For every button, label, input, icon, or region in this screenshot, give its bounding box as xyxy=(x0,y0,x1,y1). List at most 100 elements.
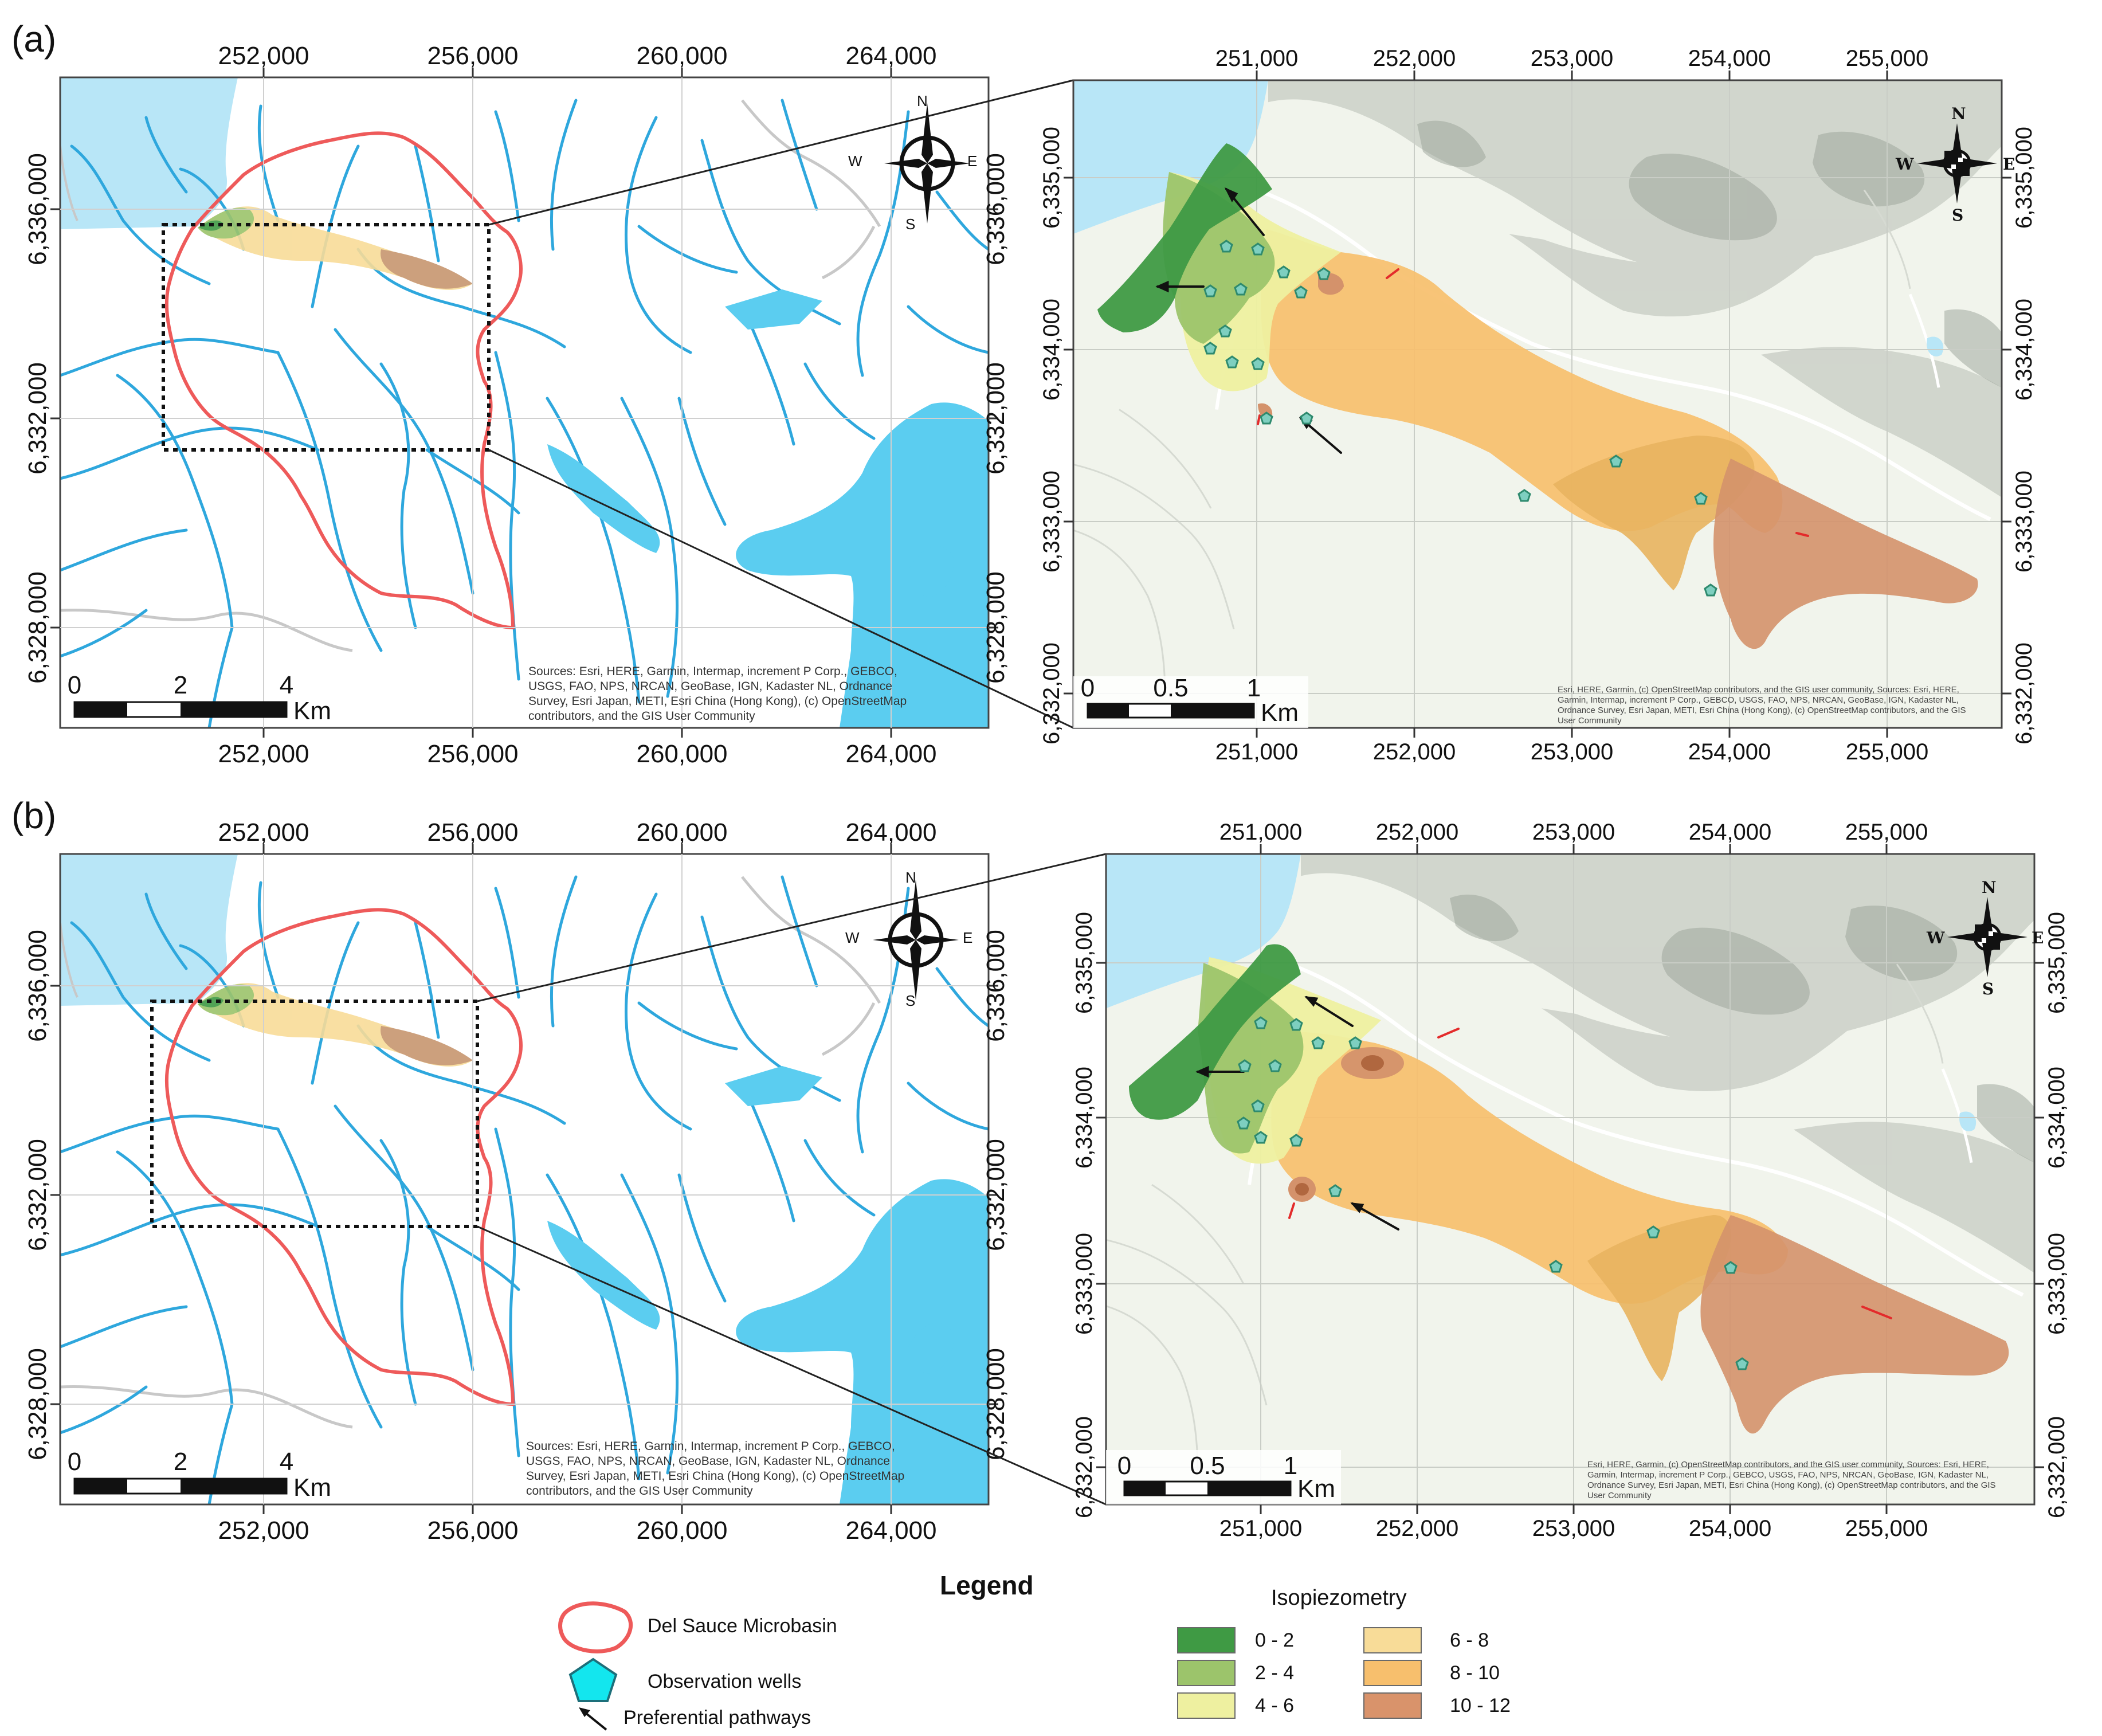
x-tick-top: 256,000 xyxy=(427,818,518,847)
x-tick-top: 260,000 xyxy=(636,818,727,847)
svg-text:0.5: 0.5 xyxy=(1190,1452,1225,1480)
x-tick-top: 252,000 xyxy=(218,818,309,847)
north-arrow-icon xyxy=(873,880,959,1000)
y-tick-left: 6,333,000 xyxy=(1039,471,1064,573)
panel-b-label: (b) xyxy=(11,795,56,836)
iso-label: 0 - 2 xyxy=(1255,1629,1294,1651)
compass-w: W xyxy=(1895,155,1914,174)
compass-w: W xyxy=(848,152,862,170)
compass-n: N xyxy=(905,869,916,886)
legend: Legend Del Sauce Microbasin Observation … xyxy=(558,1570,1511,1731)
iso-swatch xyxy=(1363,1692,1422,1719)
x-tick-bottom: 255,000 xyxy=(1845,1516,1928,1541)
x-tick-bottom: 264,000 xyxy=(845,740,936,768)
svg-text:4: 4 xyxy=(280,1448,293,1476)
north-arrow-icon xyxy=(1917,123,1997,203)
y-tick-left: 6,328,000 xyxy=(23,571,52,684)
x-tick-top: 251,000 xyxy=(1215,46,1299,71)
y-tick-left: 6,335,000 xyxy=(1072,912,1097,1014)
panel-a-detail-map: 251,000 252,000 253,000 254,000 255,000 … xyxy=(1039,46,2037,765)
pathway-arrow-icon xyxy=(579,1707,607,1731)
x-tick-top: 253,000 xyxy=(1531,46,1614,71)
x-tick-top: 264,000 xyxy=(845,42,936,70)
isopiezometry-title: Isopiezometry xyxy=(1271,1586,1407,1610)
svg-text:Km: Km xyxy=(293,697,331,725)
map-attribution: Esri, HERE, Garmin, (c) OpenStreetMap co… xyxy=(1558,685,1966,726)
basin-outline-icon xyxy=(558,1601,633,1653)
iso-label: 8 - 10 xyxy=(1450,1662,1500,1684)
svg-text:Sources: Esri, HERE, Garmin, I: Sources: Esri, HERE, Garmin, Intermap, i… xyxy=(526,1440,895,1453)
x-tick-bottom: 260,000 xyxy=(636,1516,727,1545)
x-tick-bottom: 252,000 xyxy=(218,740,309,768)
legend-title: Legend xyxy=(940,1570,1034,1600)
y-tick-right: 6,332,000 xyxy=(982,1139,1010,1251)
svg-text:Esri, HERE, Garmin, (c) OpenSt: Esri, HERE, Garmin, (c) OpenStreetMap co… xyxy=(1558,685,1959,695)
svg-text:Ordnance Survey, Esri Japan, M: Ordnance Survey, Esri Japan, METI, Esri … xyxy=(1587,1480,1996,1490)
iso-label: 2 - 4 xyxy=(1255,1662,1294,1684)
y-tick-left: 6,328,000 xyxy=(23,1348,52,1460)
well-icon xyxy=(568,1657,618,1702)
y-tick-right: 6,332,000 xyxy=(2011,642,2037,744)
y-tick-right: 6,332,000 xyxy=(982,362,1010,475)
y-tick-right: 6,333,000 xyxy=(2011,471,2037,573)
panel-a-label: (a) xyxy=(11,18,56,60)
y-tick-left: 6,332,000 xyxy=(23,362,52,475)
scale-bar: 0 2 4 Km xyxy=(68,671,331,725)
y-tick-right: 6,332,000 xyxy=(2044,1416,2069,1518)
compass-s: S xyxy=(905,215,915,233)
x-tick-top: 254,000 xyxy=(1688,46,1771,71)
svg-text:Survey, Esri Japan, METI, Esri: Survey, Esri Japan, METI, Esri China (Ho… xyxy=(526,1469,904,1483)
north-arrow-icon xyxy=(1947,897,2028,977)
legend-item-pathways: Preferential pathways xyxy=(623,1707,811,1729)
y-tick-left: 6,333,000 xyxy=(1072,1233,1097,1335)
x-tick-bottom: 260,000 xyxy=(636,740,727,768)
x-tick-top: 256,000 xyxy=(427,42,518,70)
svg-text:Garmin, Intermap, increment P: Garmin, Intermap, increment P Corp., GEB… xyxy=(1558,695,1959,705)
compass-n: N xyxy=(1951,104,1966,123)
compass-w: W xyxy=(845,929,860,946)
iso-swatch xyxy=(1177,1627,1236,1653)
map-attribution: Esri, HERE, Garmin, (c) OpenStreetMap co… xyxy=(1587,1460,1996,1500)
x-tick-bottom: 253,000 xyxy=(1532,1516,1615,1541)
panel-a-overview-map: 252,000 256,000 260,000 264,000 252,000 … xyxy=(23,42,1010,768)
x-tick-bottom: 264,000 xyxy=(845,1516,936,1545)
x-tick-top: 255,000 xyxy=(1846,46,1929,71)
y-tick-left: 6,332,000 xyxy=(1072,1416,1097,1518)
compass-e: E xyxy=(963,929,972,946)
svg-text:Km: Km xyxy=(1297,1475,1335,1503)
compass-e: E xyxy=(2003,155,2015,174)
y-tick-left: 6,332,000 xyxy=(1039,642,1064,744)
y-tick-right: 6,328,000 xyxy=(982,571,1010,684)
panel-b-detail-map: 251,000 252,000 253,000 254,000 255,000 … xyxy=(1072,820,2069,1541)
x-tick-bottom: 254,000 xyxy=(1689,1516,1772,1541)
y-tick-right: 6,336,000 xyxy=(982,153,1010,265)
compass-w: W xyxy=(1926,928,1945,947)
iso-swatch xyxy=(1363,1660,1422,1686)
compass-s: S xyxy=(905,992,915,1009)
y-tick-left: 6,332,000 xyxy=(23,1139,52,1251)
compass-s: S xyxy=(1952,206,1963,225)
scale-bar: 0 2 4 Km xyxy=(68,1448,331,1502)
x-tick-top: 251,000 xyxy=(1219,820,1303,845)
svg-text:Garmin, Intermap, increment P: Garmin, Intermap, increment P Corp., GEB… xyxy=(1587,1470,1989,1480)
compass-s: S xyxy=(1982,979,1994,998)
x-tick-bottom: 254,000 xyxy=(1688,739,1771,765)
y-tick-left: 6,336,000 xyxy=(23,930,52,1042)
isopiezometry-zones xyxy=(1129,944,2009,1434)
iso-label: 10 - 12 xyxy=(1450,1695,1511,1717)
y-tick-right: 6,334,000 xyxy=(2011,299,2037,401)
svg-text:2: 2 xyxy=(174,671,187,699)
svg-text:0: 0 xyxy=(68,671,81,699)
iso-label: 6 - 8 xyxy=(1450,1629,1489,1651)
svg-text:Km: Km xyxy=(1261,699,1299,727)
svg-text:contributors, and the GIS User: contributors, and the GIS User Community xyxy=(528,710,755,723)
y-tick-left: 6,335,000 xyxy=(1039,127,1064,229)
compass-e: E xyxy=(967,152,977,170)
observation-wells xyxy=(1237,1016,1749,1370)
iso-swatch xyxy=(1363,1627,1422,1653)
svg-text:1: 1 xyxy=(1247,674,1261,702)
y-tick-right: 6,328,000 xyxy=(982,1348,1010,1460)
svg-text:Km: Km xyxy=(293,1474,331,1502)
y-tick-right: 6,336,000 xyxy=(982,930,1010,1042)
